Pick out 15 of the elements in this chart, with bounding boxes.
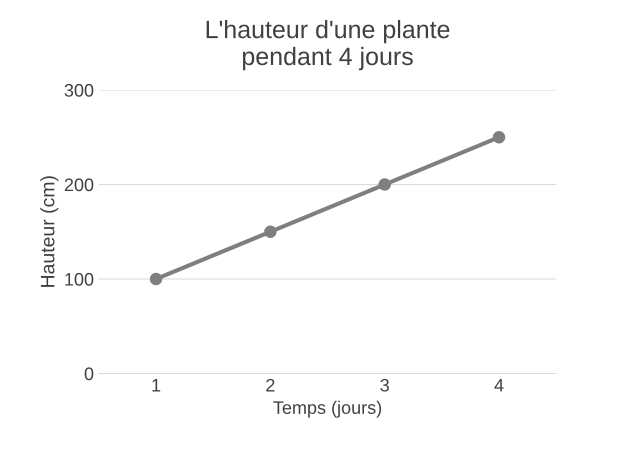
x-axis-title: Temps (jours): [273, 400, 382, 418]
y-tick-label: 200: [64, 178, 94, 192]
point: [492, 131, 506, 144]
point: [264, 226, 277, 238]
x-tick-label: 3: [380, 378, 389, 392]
x-tick-label: 1: [152, 379, 160, 392]
y-axis-title: Hauteur (cm): [40, 176, 58, 287]
point: [378, 178, 391, 191]
x-tick-label: 4: [494, 379, 504, 392]
x-tick-label: 2: [266, 378, 274, 392]
y-tick-label: 100: [65, 272, 94, 286]
chart-title: L'hauteur d'une plante pendant 4 jours: [206, 20, 450, 70]
point: [150, 272, 162, 286]
y-tick-label: 0: [84, 367, 94, 380]
y-tick-label: 300: [64, 84, 94, 97]
